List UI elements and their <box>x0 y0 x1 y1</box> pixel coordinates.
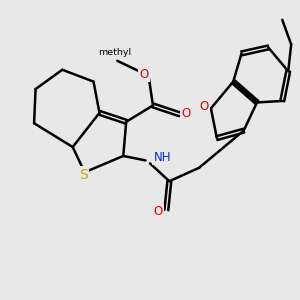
Text: methyl: methyl <box>98 48 131 57</box>
Text: O: O <box>200 100 209 112</box>
Text: NH: NH <box>154 151 171 164</box>
Text: O: O <box>140 68 149 81</box>
Text: O: O <box>153 205 163 218</box>
Text: S: S <box>79 168 88 182</box>
Text: O: O <box>182 107 191 120</box>
